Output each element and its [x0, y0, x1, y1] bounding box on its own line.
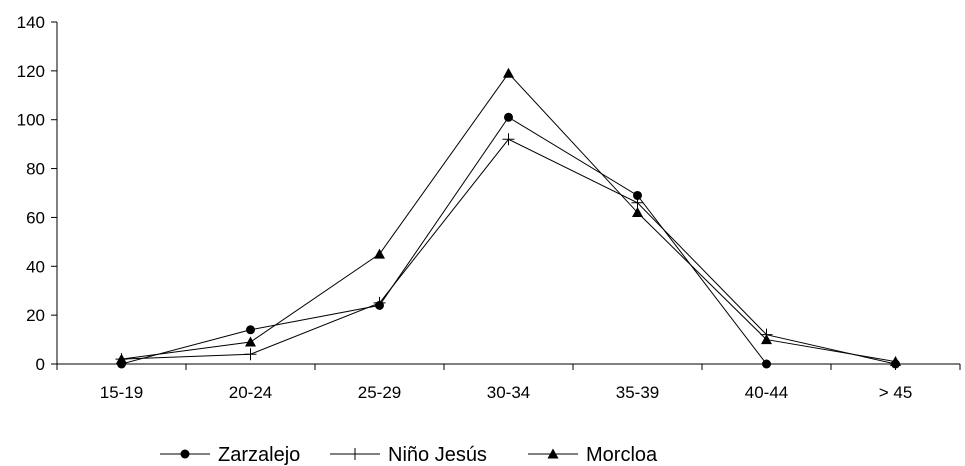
x-tick-label: 35-39	[616, 383, 659, 402]
legend-entry: Morcloa	[528, 444, 658, 466]
y-tick-label: 140	[17, 13, 45, 32]
data-point	[244, 348, 257, 361]
legend: Zarzalejo Niño Jesús Morcloa	[160, 444, 658, 466]
data-point	[762, 359, 771, 369]
data-point	[502, 133, 515, 146]
series-triangle	[116, 67, 901, 367]
legend-marker	[180, 449, 190, 459]
y-tick-label: 120	[17, 62, 45, 81]
data-point	[245, 336, 256, 347]
data-point	[631, 196, 644, 209]
y-tick-label: 100	[17, 111, 45, 130]
x-tick-label: 40-44	[745, 383, 788, 402]
legend-label: Zarzalejo	[218, 444, 300, 466]
legend-marker	[349, 448, 361, 460]
legend-label: Morcloa	[586, 444, 658, 466]
legend-entry: Zarzalejo	[160, 444, 300, 466]
x-tick-label: > 45	[879, 383, 913, 402]
x-tick-label: 15-19	[100, 383, 143, 402]
data-point	[504, 112, 513, 122]
y-tick-label: 80	[26, 160, 45, 179]
x-tick-label: 20-24	[229, 383, 272, 402]
series-circle	[117, 112, 900, 369]
data-point	[373, 296, 386, 309]
series-layer	[115, 67, 902, 370]
y-tick-label: 60	[26, 208, 45, 227]
data-point	[374, 248, 385, 259]
axes: 0 20 40 60 80 100 120 140 15-19 20-24 25-29 30-34 35…	[17, 13, 961, 402]
x-tick-label: 25-29	[358, 383, 401, 402]
data-point	[633, 190, 642, 200]
x-tick-label: 30-34	[487, 383, 530, 402]
data-point	[890, 356, 901, 367]
series-line	[121, 116, 896, 365]
data-point	[761, 334, 772, 345]
data-point	[246, 325, 255, 335]
y-tick-label: 40	[26, 257, 45, 276]
legend-label: Niño Jesús	[388, 444, 487, 466]
y-tick-label: 20	[26, 306, 45, 325]
legend-entry: Niño Jesús	[330, 444, 487, 466]
legend-marker	[547, 448, 559, 459]
data-point	[632, 207, 643, 218]
data-point	[116, 353, 127, 364]
series-line	[121, 138, 896, 365]
y-tick-label: 0	[36, 355, 45, 374]
data-point	[503, 67, 514, 78]
